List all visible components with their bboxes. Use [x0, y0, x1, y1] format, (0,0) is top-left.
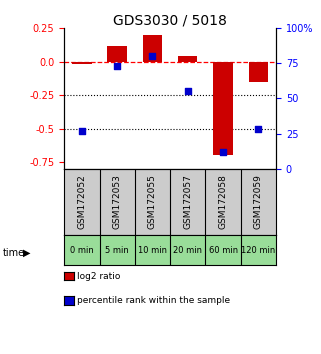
Text: GSM172055: GSM172055 — [148, 175, 157, 229]
Bar — [143, 35, 162, 62]
Text: 120 min: 120 min — [241, 246, 275, 255]
Point — [150, 53, 155, 59]
Bar — [64, 169, 100, 235]
Point — [256, 126, 261, 132]
Text: 5 min: 5 min — [105, 246, 129, 255]
Text: 10 min: 10 min — [138, 246, 167, 255]
Bar — [64, 235, 100, 266]
Bar — [72, 62, 91, 64]
Text: GSM172058: GSM172058 — [219, 175, 228, 229]
Bar — [205, 235, 241, 266]
Title: GDS3030 / 5018: GDS3030 / 5018 — [113, 13, 227, 27]
Text: ▶: ▶ — [23, 248, 30, 258]
Text: 60 min: 60 min — [209, 246, 238, 255]
Bar — [213, 62, 233, 155]
Text: time: time — [3, 248, 25, 258]
Text: log2 ratio: log2 ratio — [77, 272, 120, 281]
Text: 20 min: 20 min — [173, 246, 202, 255]
Point — [79, 128, 84, 133]
Bar — [100, 169, 135, 235]
Text: 0 min: 0 min — [70, 246, 94, 255]
Text: GSM172057: GSM172057 — [183, 175, 192, 229]
Text: GSM172059: GSM172059 — [254, 175, 263, 229]
Bar — [241, 235, 276, 266]
Point — [185, 88, 190, 94]
Point — [221, 149, 226, 155]
Bar — [170, 235, 205, 266]
Bar — [170, 169, 205, 235]
Text: GSM172052: GSM172052 — [77, 175, 86, 229]
Text: percentile rank within the sample: percentile rank within the sample — [77, 296, 230, 306]
Bar — [205, 169, 241, 235]
Bar — [135, 169, 170, 235]
Point — [115, 63, 120, 69]
Bar — [108, 46, 127, 62]
Bar — [100, 235, 135, 266]
Bar — [178, 56, 197, 62]
Bar — [135, 235, 170, 266]
Text: GSM172053: GSM172053 — [113, 175, 122, 229]
Bar — [241, 169, 276, 235]
Bar — [249, 62, 268, 82]
